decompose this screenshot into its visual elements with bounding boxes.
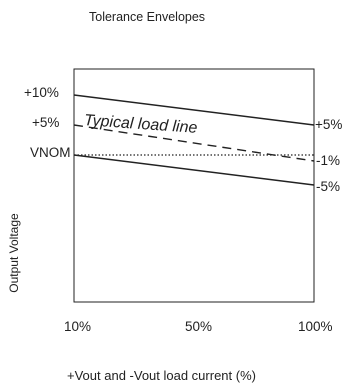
series-line-upper [73,94,315,126]
left-label-plus5: +5% [32,115,60,130]
right-label-plus5: +5% [315,117,343,132]
right-label-minus1: -1% [316,153,341,168]
left-label-plus10: +10% [24,85,59,100]
x-axis-label: +Vout and -Vout load current (%) [67,368,256,383]
x-tick-50: 50% [185,319,213,334]
diagram-title: Tolerance Envelopes [89,10,206,24]
plot-frame [73,68,315,303]
y-axis-label: Output Voltage [7,212,21,293]
left-label-vnom: VNOM [30,145,71,160]
right-label-minus5: -5% [316,179,341,194]
y-axis-label-wrap: Output Voltage [4,195,24,310]
x-tick-10: 10% [64,319,92,334]
x-tick-100: 100% [298,319,333,334]
series-line-lower [73,154,315,186]
